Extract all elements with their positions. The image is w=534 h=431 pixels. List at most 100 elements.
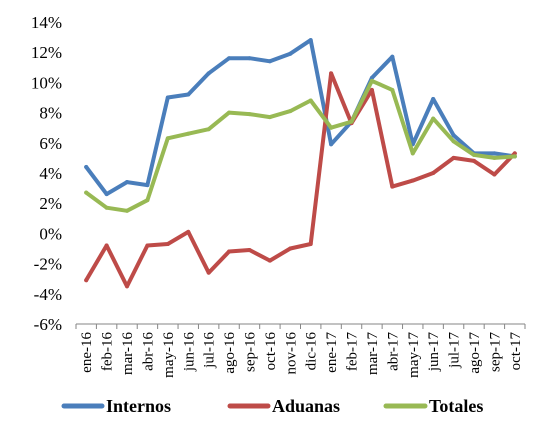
data-point [145,198,150,203]
data-point [288,109,293,114]
data-point [329,142,334,147]
data-point [227,56,232,61]
data-point [206,127,211,132]
x-tick-label: jul-17 [447,332,463,369]
y-tick-label: 8% [39,104,62,123]
data-point [104,192,109,197]
series-line-totales [84,78,517,213]
data-point [369,87,374,92]
y-tick-label: 6% [39,134,62,153]
y-tick-label: 10% [31,73,62,92]
y-tick-label: -6% [34,315,62,334]
x-tick-label: dic-16 [304,332,320,371]
x-tick-label: sep-16 [242,332,258,372]
data-point [125,284,130,289]
data-point [410,151,415,156]
data-point [247,56,252,61]
x-tick-label: may-17 [406,332,422,378]
y-tick-label: 12% [31,43,62,62]
y-tick-label: 14% [31,13,62,32]
data-point [471,158,476,163]
x-tick-label: ago-16 [222,332,238,374]
data-point [451,139,456,144]
data-point [186,131,191,136]
data-point [451,155,456,160]
data-point [165,136,170,141]
data-point [84,164,89,169]
legend: Internos Aduanas Totales [61,396,483,416]
data-point [227,249,232,254]
x-tick-label: feb-16 [100,332,116,372]
legend-label: Internos [106,396,171,416]
data-point [186,229,191,234]
data-point [369,75,374,80]
x-tick-label: jun-17 [426,332,442,373]
y-tick-label: 0% [39,224,62,243]
data-point [390,184,395,189]
x-tick-label: may-16 [161,332,177,378]
y-tick-label: 4% [39,164,62,183]
data-point [267,258,272,263]
data-point [329,125,334,130]
data-point [512,151,517,156]
data-point [227,110,232,115]
data-point [492,155,497,160]
data-point [84,190,89,195]
data-point [492,172,497,177]
data-point [431,97,436,102]
data-point [308,98,313,103]
axes: 14% 12% 10% 8% 6% 4% 2% 0% -2% -4% -6% ene-16 feb-16… [31,13,526,378]
x-tick-label: nov-16 [283,332,299,375]
data-point [329,71,334,76]
series-line-internos [84,38,517,197]
x-tick-label: ene-16 [79,332,95,373]
data-point [186,92,191,97]
legend-label: Totales [429,396,483,416]
data-point [165,95,170,100]
y-tick-label: -2% [34,255,62,274]
data-point [145,243,150,248]
data-point [247,112,252,117]
data-point [84,278,89,283]
x-tick-label: abr-17 [385,332,401,371]
series-lines [84,38,517,289]
x-tick-label: jun-16 [181,332,197,373]
data-point [206,270,211,275]
data-point [288,51,293,56]
data-point [471,152,476,157]
data-point [247,248,252,253]
series-line-aduanas [84,71,517,289]
data-point [165,241,170,246]
x-tick-label: mar-16 [120,332,136,376]
data-point [125,208,130,213]
data-point [390,87,395,92]
x-tick-label: sep-17 [487,332,503,372]
y-tick-label: 2% [39,194,62,213]
data-point [104,243,109,248]
data-point [104,205,109,210]
data-point [369,78,374,83]
data-point [492,151,497,156]
x-tick-label: jul-16 [202,332,218,369]
data-point [410,178,415,183]
data-point [349,119,354,124]
x-tick-label: oct-17 [508,332,524,371]
data-point [308,241,313,246]
x-tick-label: ago-17 [467,332,483,374]
data-point [308,38,313,43]
data-point [431,116,436,121]
data-point [288,246,293,251]
data-point [125,180,130,185]
data-point [390,54,395,59]
x-tick-label: oct-16 [263,332,279,371]
data-point [267,115,272,120]
data-point [512,154,517,159]
data-point [451,133,456,138]
data-point [145,183,150,188]
x-tick-label: mar-17 [365,332,381,376]
data-point [267,59,272,64]
x-tick-label: feb-17 [345,332,361,372]
x-tick-label: ene-17 [324,332,340,373]
